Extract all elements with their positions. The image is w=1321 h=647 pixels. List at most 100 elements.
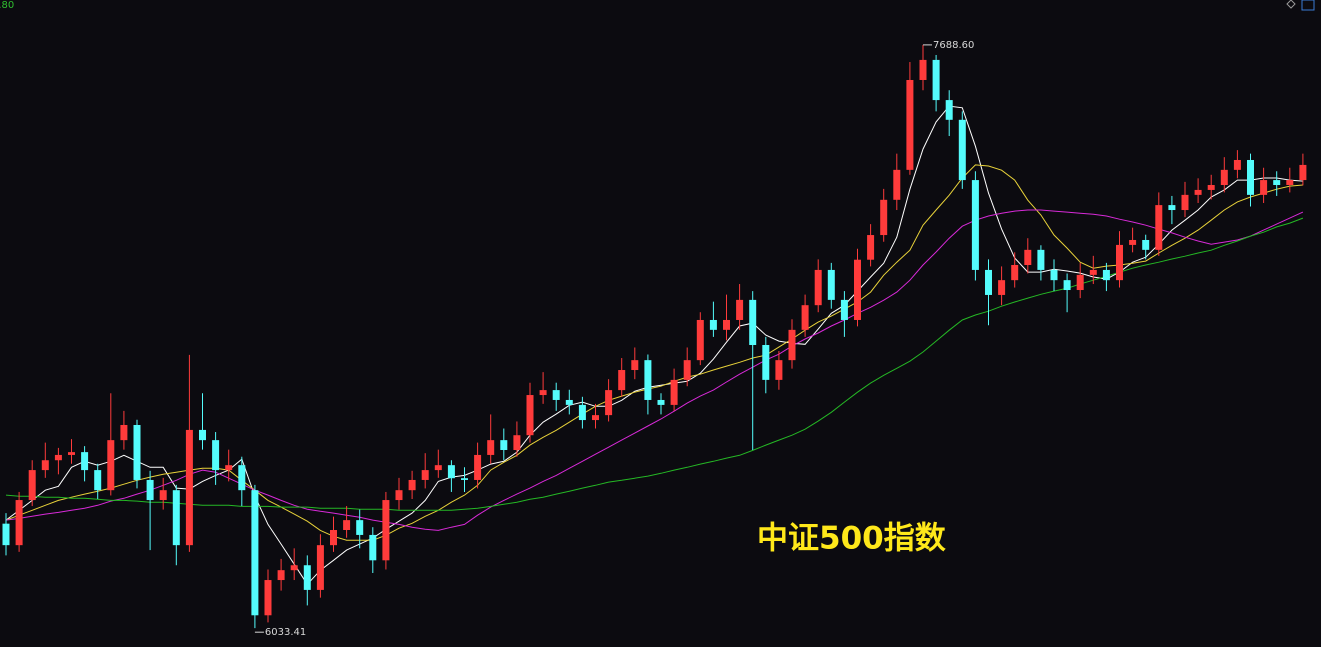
candle-body (985, 269, 992, 295)
candle-body (1168, 205, 1176, 211)
candle-body (251, 490, 259, 616)
icon-diamond[interactable] (1286, 0, 1296, 9)
candle-body (631, 360, 639, 371)
candle-body (1155, 205, 1163, 250)
candle-body (1207, 185, 1215, 190)
candle-body (172, 490, 180, 546)
candle-body (1076, 274, 1084, 291)
candle-body (670, 379, 678, 405)
candle-body (330, 530, 337, 546)
candle-body (696, 319, 704, 361)
candle-body (290, 565, 298, 571)
candle-body (159, 490, 167, 501)
candle-body (277, 570, 285, 581)
ma-line (5, 164, 1303, 541)
candle-body (146, 479, 154, 501)
candle-body (1220, 169, 1228, 186)
candle-body (120, 424, 128, 441)
candle-body (749, 299, 757, 345)
annotation-label: 6033.41 (265, 627, 306, 638)
candle-body (539, 390, 547, 396)
candle-body (1286, 180, 1294, 186)
ma-line (5, 105, 1303, 586)
candle-body (1102, 269, 1110, 281)
icon-panel[interactable] (1301, 0, 1315, 11)
candle-body (762, 344, 770, 380)
candle-body (356, 520, 364, 535)
candle-body (788, 329, 796, 361)
candle-body (382, 500, 390, 561)
candle-body (28, 470, 36, 501)
candle-body (447, 465, 455, 479)
candle-body (1273, 180, 1281, 186)
candle-body (618, 370, 626, 391)
candle-body (225, 465, 233, 471)
candle-body (68, 452, 75, 455)
candle-body (971, 180, 979, 270)
candle-body (827, 269, 835, 300)
candle-body (1299, 164, 1307, 181)
candle-body (840, 299, 848, 320)
candle-body (133, 424, 141, 480)
candle-body (683, 360, 691, 380)
candle-body (578, 404, 586, 421)
candle-body (94, 470, 102, 491)
candle-body (1233, 159, 1241, 170)
candle-body (1129, 239, 1137, 245)
candle-body (1037, 249, 1045, 270)
candle-body (369, 534, 377, 561)
candle-body (434, 465, 442, 471)
candle-body (343, 520, 351, 531)
candle-body (709, 319, 717, 330)
candle-body (461, 478, 468, 480)
ma-lines (5, 105, 1304, 586)
ma-line (5, 209, 1304, 531)
candle-body (1260, 180, 1268, 195)
candle-body (1024, 249, 1032, 266)
candle-body (723, 319, 730, 330)
candle-body (644, 360, 652, 400)
candle-body (906, 79, 914, 170)
candle-body (212, 440, 220, 471)
ma-line (5, 217, 1304, 511)
candle-body (81, 452, 89, 471)
candle-body (998, 280, 1006, 295)
candle-body (238, 465, 246, 491)
candle-body (854, 259, 861, 320)
candle-body (945, 100, 953, 120)
candle-body (814, 269, 822, 306)
candle-body (552, 390, 560, 400)
candle-body (185, 429, 193, 546)
candle-body (395, 490, 403, 501)
candle-body (513, 435, 521, 451)
candle-body (657, 399, 665, 405)
candle-body (605, 390, 613, 416)
annotations: 7688.60 6033.41 (254, 40, 974, 638)
candle-body (893, 169, 901, 200)
annotation-label: 7688.60 (933, 40, 974, 51)
candle-body (54, 454, 62, 461)
candle-body (736, 299, 744, 320)
candle-body (565, 399, 573, 405)
candle-body (264, 580, 272, 616)
candle-body (316, 545, 324, 590)
candle-body (107, 440, 115, 491)
candle-body (199, 429, 206, 441)
candle-body (932, 59, 940, 101)
candle-body (801, 305, 809, 330)
candle-body (474, 454, 482, 480)
candle-body (1247, 159, 1254, 195)
candle-body (1063, 280, 1071, 291)
candle-body (775, 360, 783, 380)
candle-body (592, 415, 599, 421)
candle-body (958, 119, 966, 181)
candle-body (1011, 265, 1019, 281)
candle-body (526, 395, 534, 436)
candle-body (1181, 194, 1189, 211)
candle-body (1050, 269, 1058, 281)
candle-body (408, 479, 416, 491)
axis-label: 3.80 (0, 0, 14, 11)
candles (2, 44, 1307, 629)
